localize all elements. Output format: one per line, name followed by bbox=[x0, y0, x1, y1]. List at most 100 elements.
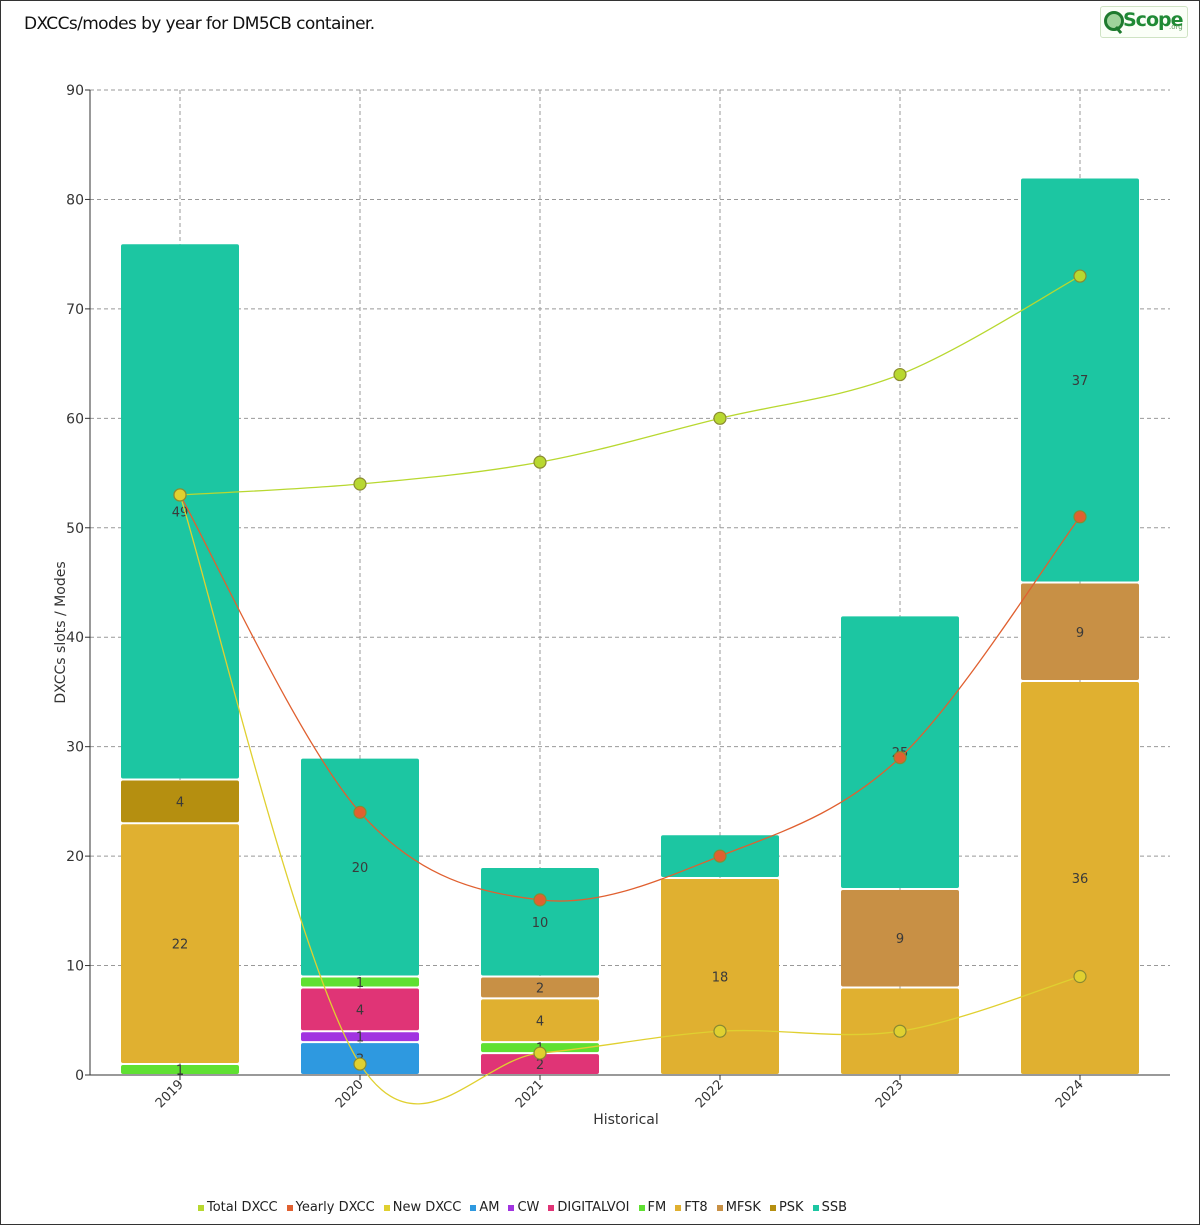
bar-segment bbox=[1021, 178, 1139, 582]
bar-data-label: 9 bbox=[1076, 626, 1084, 641]
series-line bbox=[179, 275, 1081, 496]
legend-swatch bbox=[470, 1204, 477, 1211]
bar-segment bbox=[121, 1065, 239, 1074]
legend-swatch bbox=[638, 1204, 645, 1211]
y-tick-label: 20 bbox=[66, 849, 84, 865]
legend-label: New DXCC bbox=[392, 1200, 462, 1215]
chart-title: DXCCs/modes by year for DM5CB container. bbox=[24, 14, 375, 34]
series-point bbox=[533, 455, 547, 469]
legend-label: FT8 bbox=[684, 1200, 708, 1215]
legend-swatch bbox=[675, 1204, 682, 1211]
logo-text: Scope bbox=[1123, 9, 1183, 31]
legend-item[interactable]: Yearly DXCC bbox=[286, 1200, 375, 1215]
series-point bbox=[893, 1024, 907, 1038]
series-point bbox=[533, 893, 547, 907]
legend-label: FM bbox=[647, 1200, 667, 1215]
legend-label: SSB bbox=[821, 1200, 847, 1215]
legend-label: CW bbox=[517, 1200, 540, 1215]
bar-segment bbox=[121, 780, 239, 823]
series-point bbox=[713, 411, 727, 425]
magnifier-icon bbox=[1104, 11, 1124, 31]
qscope-logo[interactable]: Scope .org bbox=[1100, 6, 1188, 38]
series-point bbox=[713, 1024, 727, 1038]
series-point bbox=[533, 1046, 547, 1060]
bar-data-label: 1 bbox=[356, 1031, 364, 1046]
legend-swatch bbox=[812, 1204, 819, 1211]
bar-segment bbox=[301, 977, 419, 987]
bar-data-label: 18 bbox=[712, 971, 729, 986]
legend-item[interactable]: CW bbox=[508, 1200, 539, 1215]
bar-data-label: 1 bbox=[176, 1064, 184, 1079]
bar-data-label: 4 bbox=[356, 1003, 364, 1018]
bar-segment bbox=[1021, 583, 1139, 680]
bar-segment bbox=[661, 879, 779, 1074]
y-tick-label: 0 bbox=[75, 1068, 84, 1084]
legend-swatch bbox=[769, 1204, 776, 1211]
logo-suffix: .org bbox=[1169, 23, 1183, 31]
x-tick-label: 2024 bbox=[1053, 1077, 1087, 1111]
series-point bbox=[893, 367, 907, 382]
legend-swatch bbox=[198, 1204, 204, 1211]
bar-data-label: 2 bbox=[536, 1058, 544, 1073]
series-point bbox=[173, 488, 187, 502]
y-tick-label: 10 bbox=[66, 959, 84, 975]
series-point bbox=[1073, 969, 1087, 984]
series-point bbox=[353, 1057, 367, 1071]
x-tick-label: 2020 bbox=[333, 1077, 367, 1111]
legend-item[interactable]: MFSK bbox=[716, 1200, 761, 1215]
legend-swatch bbox=[286, 1204, 293, 1211]
y-tick-label: 60 bbox=[66, 411, 84, 427]
legend-item[interactable]: SSB bbox=[812, 1200, 847, 1215]
legend-item[interactable]: Total DXCC bbox=[198, 1200, 278, 1215]
bar-segment bbox=[481, 999, 599, 1042]
series-point bbox=[1073, 510, 1087, 524]
legend-item[interactable]: FM bbox=[638, 1200, 667, 1215]
y-tick-label: 50 bbox=[66, 521, 84, 537]
bar-data-label: 22 bbox=[172, 938, 189, 953]
bar-segment bbox=[481, 1054, 599, 1074]
legend-item[interactable]: DIGITALVOI bbox=[548, 1200, 630, 1215]
bar-segment bbox=[301, 758, 419, 976]
y-tick-label: 90 bbox=[66, 83, 84, 99]
x-tick-label: 2019 bbox=[153, 1077, 187, 1111]
series-point bbox=[353, 477, 367, 491]
bar-data-label: 1 bbox=[356, 976, 364, 991]
legend-label: Yearly DXCC bbox=[295, 1200, 375, 1215]
legend-swatch bbox=[716, 1204, 723, 1211]
bar-segment bbox=[301, 1032, 419, 1042]
x-tick-label: 2021 bbox=[513, 1077, 547, 1111]
series-point bbox=[893, 751, 907, 765]
bar-segment bbox=[121, 824, 239, 1064]
legend-item[interactable]: AM bbox=[470, 1200, 499, 1215]
legend-swatch bbox=[548, 1204, 555, 1211]
x-axis-title: Historical bbox=[593, 1112, 659, 1128]
y-tick-label: 80 bbox=[66, 192, 84, 208]
y-tick-label: 30 bbox=[66, 740, 84, 756]
legend-swatch bbox=[508, 1204, 515, 1211]
legend-label: MFSK bbox=[725, 1200, 761, 1215]
legend-label: AM bbox=[479, 1200, 500, 1215]
legend-item[interactable]: PSK bbox=[769, 1200, 804, 1215]
legend-item[interactable]: New DXCC bbox=[383, 1200, 462, 1215]
bar-data-label: 20 bbox=[352, 861, 369, 876]
legend-label: PSK bbox=[778, 1200, 804, 1215]
bar-segment bbox=[301, 988, 419, 1031]
bar-data-label: 9 bbox=[896, 932, 904, 947]
y-tick-label: 70 bbox=[66, 302, 84, 318]
legend-item[interactable]: FT8 bbox=[675, 1200, 708, 1215]
legend-swatch bbox=[383, 1204, 390, 1211]
legend-label: DIGITALVOI bbox=[557, 1200, 630, 1215]
x-tick-label: 2022 bbox=[693, 1077, 727, 1111]
series-point bbox=[1073, 269, 1087, 283]
bar-segment bbox=[841, 889, 959, 987]
series-point bbox=[713, 849, 727, 863]
bar-data-label: 37 bbox=[1072, 374, 1089, 389]
legend-label: Total DXCC bbox=[207, 1200, 278, 1215]
y-tick-label: 40 bbox=[66, 630, 84, 646]
bar-data-label: 10 bbox=[532, 916, 549, 931]
series-line bbox=[179, 494, 1081, 902]
x-tick-label: 2023 bbox=[873, 1077, 907, 1111]
bar-data-label: 4 bbox=[176, 795, 184, 810]
bar-data-label: 36 bbox=[1072, 872, 1089, 887]
